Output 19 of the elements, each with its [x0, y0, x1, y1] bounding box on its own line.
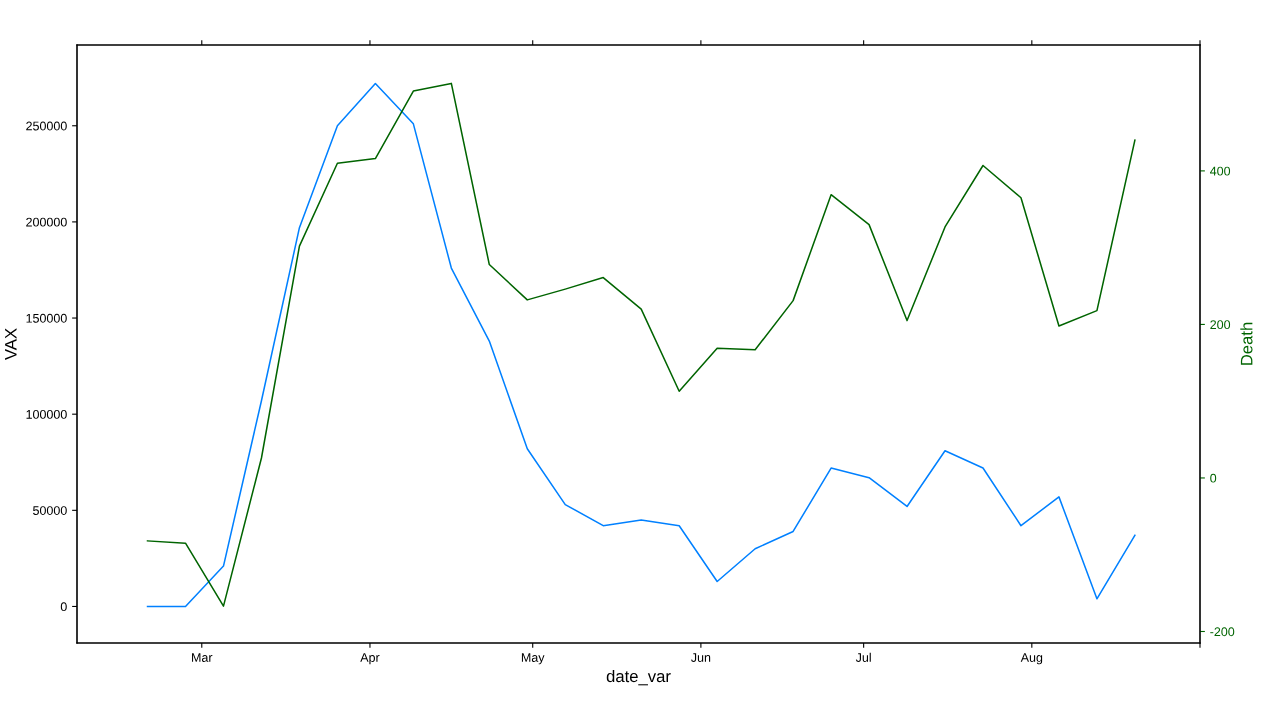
y-tick-label: 50000: [33, 506, 67, 515]
y2-tick-label: 400: [1210, 166, 1231, 176]
y2-tick-label: -200: [1210, 627, 1235, 637]
x-tick-label: Apr: [360, 653, 380, 665]
x-axis-title: date_var: [606, 669, 671, 686]
x-tick-label: Jun: [691, 653, 711, 662]
y2-tick-label: 0: [1210, 473, 1217, 483]
y-tick-label: 100000: [26, 409, 67, 419]
y-tick-label: 0: [60, 602, 67, 612]
x-tick-label: May: [521, 653, 545, 665]
y-tick-label: 200000: [26, 217, 67, 227]
y-tick-label: 250000: [26, 121, 67, 131]
y-axis-title: VAX: [5, 328, 17, 360]
x-tick-label: Jul: [855, 652, 871, 662]
y2-axis-title: Death: [1240, 322, 1253, 365]
y2-tick-label: 200: [1210, 320, 1231, 330]
x-tick-label: Aug: [1020, 653, 1043, 665]
y-tick-label: 150000: [26, 313, 67, 323]
x-tick-label: Mar: [192, 653, 213, 662]
